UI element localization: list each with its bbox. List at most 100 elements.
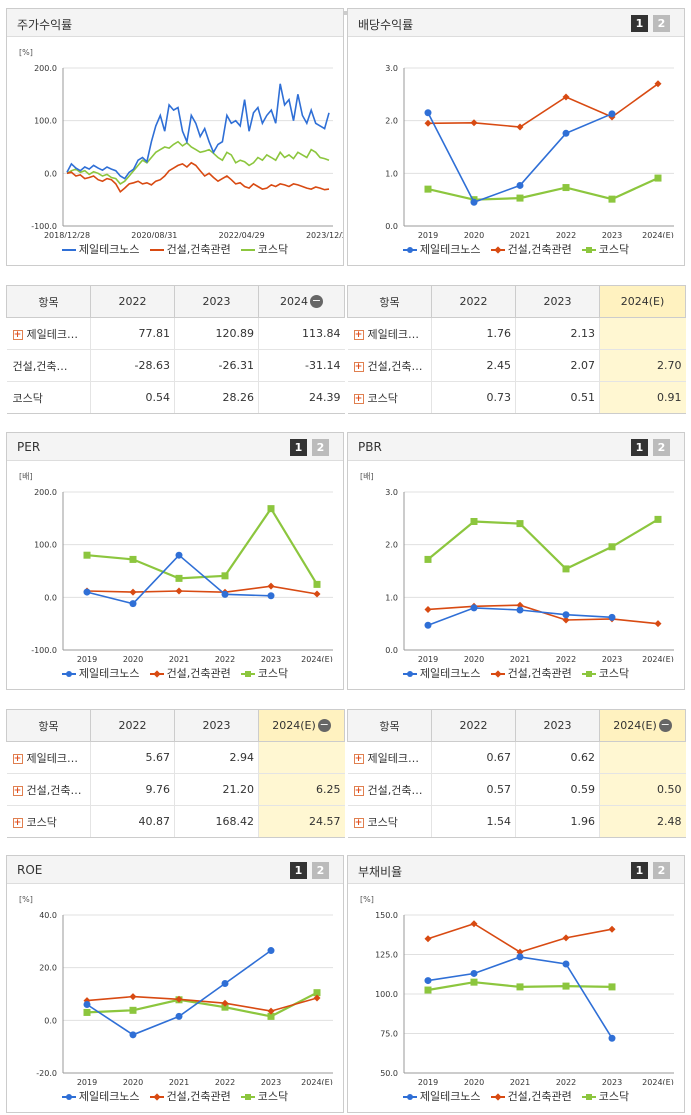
legend-item[interactable]: 제일테크노스	[61, 665, 140, 681]
y-tick-label: 100.0	[34, 541, 57, 550]
row-name[interactable]: + 코스닥	[347, 381, 432, 414]
page-2-button[interactable]: 2	[653, 15, 670, 32]
data-point	[267, 1007, 275, 1015]
legend-label: 건설,건축관련	[507, 1090, 572, 1103]
page-2-button[interactable]: 2	[312, 439, 329, 456]
page-1-button[interactable]: 1	[631, 15, 648, 32]
data-point	[470, 517, 478, 525]
row-name[interactable]: + 코스닥	[6, 805, 91, 838]
legend-item[interactable]: 제일테크노스	[61, 1088, 140, 1104]
legend-item[interactable]: 건설,건축관련	[149, 665, 231, 681]
legend-item[interactable]: 코스닥	[240, 241, 288, 257]
legend-item[interactable]: 코스닥	[581, 665, 629, 681]
x-tick-label: 2023	[261, 1078, 281, 1085]
legend-item[interactable]: 제일테크노스	[402, 241, 481, 257]
legend-item[interactable]: 건설,건축관련	[490, 241, 572, 257]
x-tick-label: 2023/12/28	[306, 231, 343, 238]
legend-swatch	[149, 246, 164, 254]
legend-swatch	[490, 246, 505, 254]
legend-item[interactable]: 건설,건축관련	[490, 665, 572, 681]
chart-legend: 제일테크노스 건설,건축관련 코스닥	[348, 241, 684, 257]
data-point	[562, 982, 570, 990]
legend-item[interactable]: 건설,건축관련	[490, 1088, 572, 1104]
collapse-icon[interactable]: −	[317, 718, 331, 733]
data-point	[562, 934, 570, 942]
table-cell: 77.81	[90, 317, 175, 350]
collapse-icon[interactable]: −	[310, 294, 323, 309]
expand-icon[interactable]: +	[353, 393, 364, 404]
legend-label: 코스닥	[598, 243, 630, 256]
data-point	[313, 590, 321, 598]
x-tick-label: 2021	[169, 655, 189, 662]
legend-item[interactable]: 코스닥	[240, 1088, 289, 1104]
row-name[interactable]: + 건설,건축…	[6, 773, 91, 806]
legend-item[interactable]: 건설,건축관련	[149, 241, 231, 257]
debt-ratio-panel: 부채비율 1 2 [%] 150.0 125.0 100.0 75.0 50.0 2019 2020…	[347, 855, 685, 1113]
legend-item[interactable]: 제일테크노스	[402, 665, 481, 681]
legend-item[interactable]: 코스닥	[581, 241, 630, 257]
expand-icon[interactable]: +	[12, 329, 23, 340]
per-panel: PER 1 2 [배] 200.0 100.0 0.0 -100.0 2019 2020 2021 2…	[6, 432, 344, 690]
row-name[interactable]: + 코스닥	[347, 805, 432, 838]
table-cell	[599, 741, 686, 774]
expand-icon[interactable]: +	[353, 329, 364, 340]
expand-icon[interactable]: +	[353, 817, 364, 828]
y-tick-label: 0.0	[44, 593, 57, 602]
expand-icon[interactable]: +	[353, 361, 364, 372]
data-point	[83, 551, 91, 559]
row-name[interactable]: + 제일테크…	[347, 317, 432, 350]
per-table: 항목 2022 2023 2024(E) − + 제일테크… 5.67 2.94 + 건설,건축… 9…	[6, 709, 345, 838]
legend-item[interactable]: 제일테크노스	[402, 1088, 481, 1104]
chart-legend: 제일테크노스 건설,건축관련 코스닥	[7, 241, 343, 257]
y-tick-label: 40.0	[39, 911, 57, 920]
table-row: + 제일테크… 0.67 0.62	[347, 741, 686, 774]
data-point	[516, 123, 524, 131]
page-2-button[interactable]: 2	[653, 439, 670, 456]
x-tick-label: 2020	[123, 655, 143, 662]
collapse-icon[interactable]: −	[658, 718, 672, 733]
table-header: 2024(E)	[599, 285, 686, 318]
legend-item[interactable]: 제일테크노스	[61, 241, 140, 257]
row-name[interactable]: + 건설,건축…	[347, 773, 432, 806]
expand-icon[interactable]: +	[12, 785, 23, 796]
page-2-button[interactable]: 2	[653, 862, 670, 879]
legend-label: 코스닥	[257, 1090, 289, 1103]
data-point	[267, 592, 275, 600]
data-point	[221, 1003, 229, 1011]
page-1-button[interactable]: 1	[290, 862, 307, 879]
table-cell: -26.31	[174, 349, 259, 382]
page-1-button[interactable]: 1	[631, 862, 648, 879]
data-point	[313, 994, 321, 1002]
chart-legend: 제일테크노스 건설,건축관련 코스닥	[348, 1088, 684, 1104]
expand-icon[interactable]: +	[12, 817, 23, 828]
panel-title: 부채비율	[358, 865, 403, 879]
legend-item[interactable]: 건설,건축관련	[149, 1088, 231, 1104]
panel-header: 배당수익률 1 2	[348, 9, 684, 37]
dividend-yield-table: 항목 2022 2023 2024(E) + 제일테크… 1.76 2.13 + 건설,건축… 2.…	[347, 285, 686, 414]
row-name[interactable]: + 제일테크…	[6, 317, 91, 350]
x-tick-label: 2024(E)	[301, 1078, 333, 1085]
x-tick-label: 2019	[418, 231, 438, 238]
series-line-1	[427, 604, 659, 625]
panel-header: PBR 1 2	[348, 433, 684, 461]
row-name[interactable]: + 건설,건축…	[347, 349, 432, 382]
expand-icon[interactable]: +	[353, 785, 364, 796]
series-line-1	[66, 161, 330, 194]
page-1-button[interactable]: 1	[290, 439, 307, 456]
page-2-button[interactable]: 2	[312, 862, 329, 879]
x-tick-label: 2019	[418, 1078, 438, 1085]
legend-item[interactable]: 코스닥	[240, 665, 288, 681]
row-name[interactable]: + 제일테크…	[347, 741, 432, 774]
x-tick-label: 2020/08/31	[131, 231, 177, 238]
expand-icon[interactable]: +	[12, 753, 23, 764]
legend-item[interactable]: 코스닥	[581, 1088, 629, 1104]
legend-label: 건설,건축관련	[507, 667, 572, 680]
table-row: + 코스닥 0.73 0.51 0.91	[347, 381, 686, 414]
div-chart: 3.0 2.0 1.0 0.0 2019 2020 2021 2022 2023 2024(E)	[385, 64, 674, 238]
expand-icon[interactable]: +	[353, 753, 364, 764]
legend-swatch	[61, 1093, 76, 1101]
row-name[interactable]: + 제일테크…	[6, 741, 91, 774]
data-point	[175, 574, 183, 582]
page-1-button[interactable]: 1	[631, 439, 648, 456]
y-tick-label: 200.0	[34, 488, 57, 497]
